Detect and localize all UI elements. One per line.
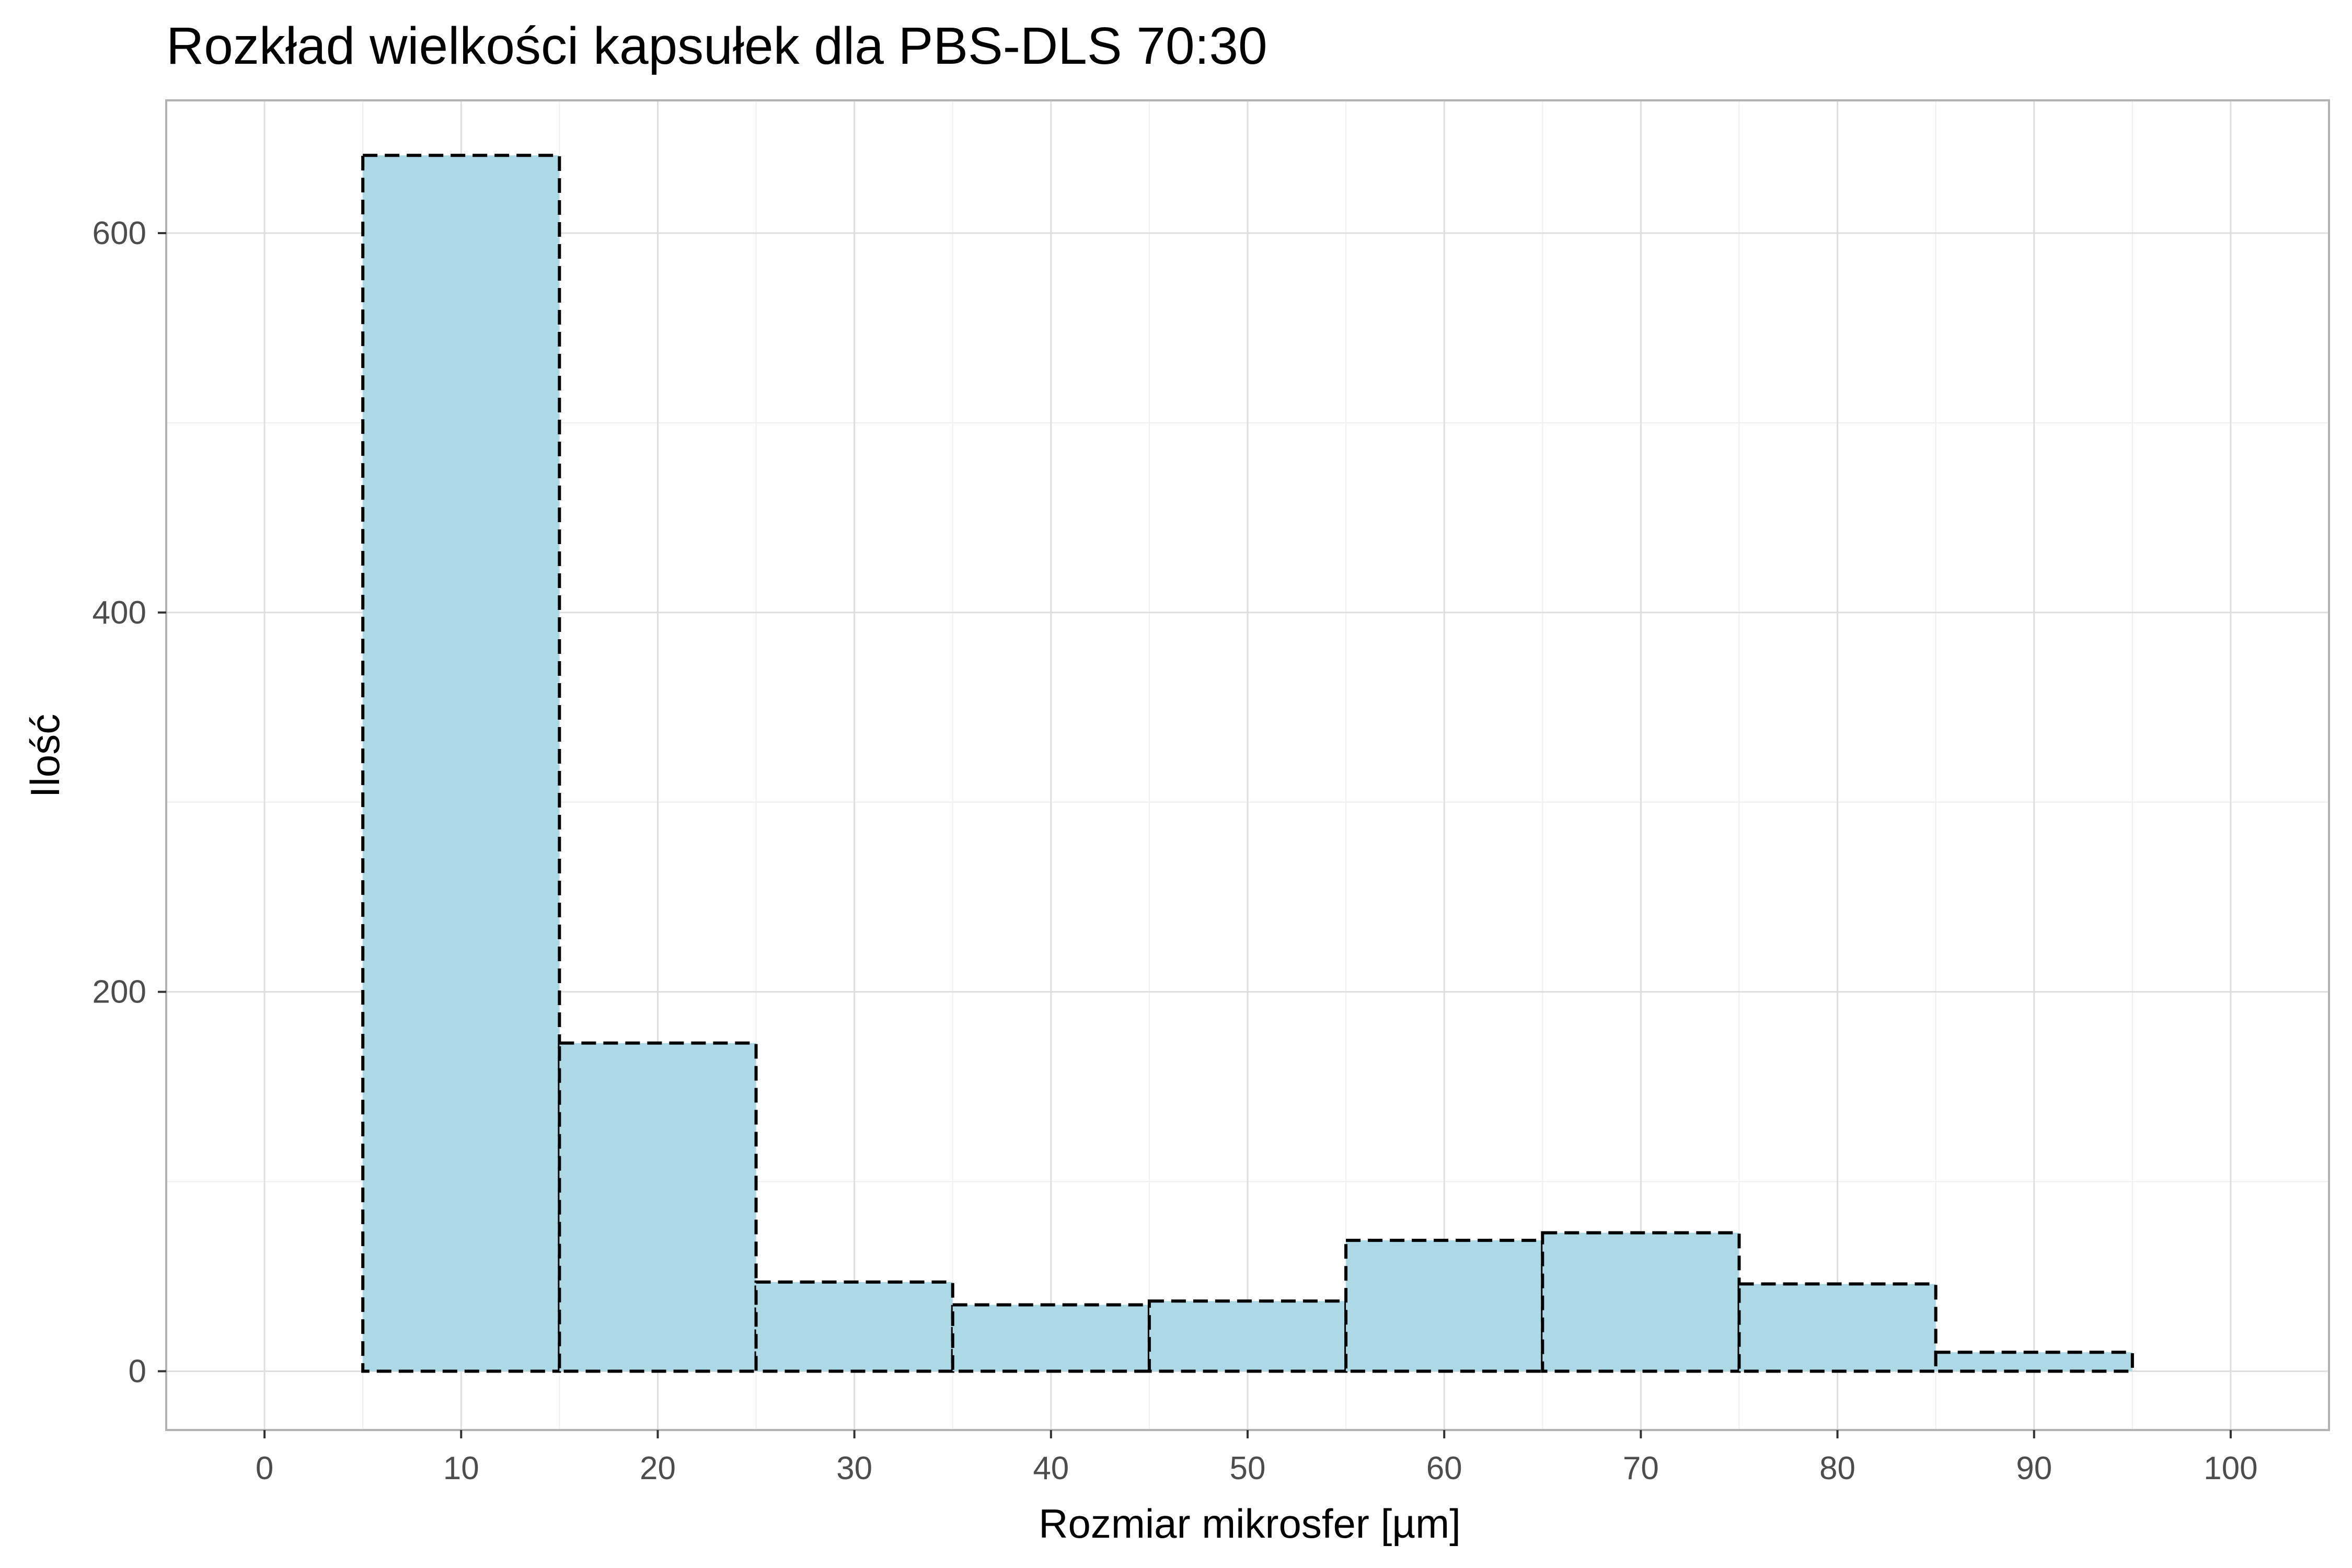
y-tick-label: 0 [129, 1353, 146, 1389]
x-tick-label: 0 [256, 1450, 273, 1486]
histogram-bar [951, 1303, 1151, 1373]
histogram-bar [1934, 1351, 2134, 1373]
x-axis-ticks [263, 1430, 2232, 1438]
histogram-bar [361, 154, 561, 1373]
y-tick-label: 600 [93, 215, 146, 251]
histogram-bar [1147, 1299, 1348, 1373]
y-tick-label: 400 [93, 595, 146, 631]
x-axis-title: Rozmiar mikrosfer [µm] [1039, 1501, 1461, 1547]
y-tick-label: 200 [93, 974, 146, 1010]
x-tick-label: 90 [2016, 1450, 2052, 1486]
histogram-bar [1737, 1282, 1938, 1373]
histogram-bar [558, 1041, 758, 1373]
y-axis-title: Ilość [22, 714, 68, 798]
histogram-bar [1344, 1239, 1544, 1373]
x-tick-label: 30 [836, 1450, 872, 1486]
x-tick-label: 70 [1623, 1450, 1659, 1486]
histogram-bar [754, 1280, 954, 1373]
y-axis-tick-labels: 0 200 400 600 [93, 215, 146, 1389]
x-tick-label: 40 [1033, 1450, 1069, 1486]
x-tick-label: 20 [640, 1450, 676, 1486]
histogram-bar [1541, 1231, 1741, 1373]
x-tick-label: 60 [1426, 1450, 1462, 1486]
x-tick-label: 50 [1230, 1450, 1266, 1486]
x-tick-label: 80 [1819, 1450, 1855, 1486]
y-axis-ticks [158, 232, 166, 1373]
x-tick-label: 10 [443, 1450, 479, 1486]
x-axis-tick-labels: 0 10 20 30 40 50 60 70 80 90 100 [256, 1450, 2258, 1486]
histogram-bars [361, 154, 2134, 1373]
x-tick-label: 100 [2204, 1450, 2257, 1486]
chart-title: Rozkład wielkości kapsułek dla PBS-DLS 7… [166, 17, 1267, 75]
